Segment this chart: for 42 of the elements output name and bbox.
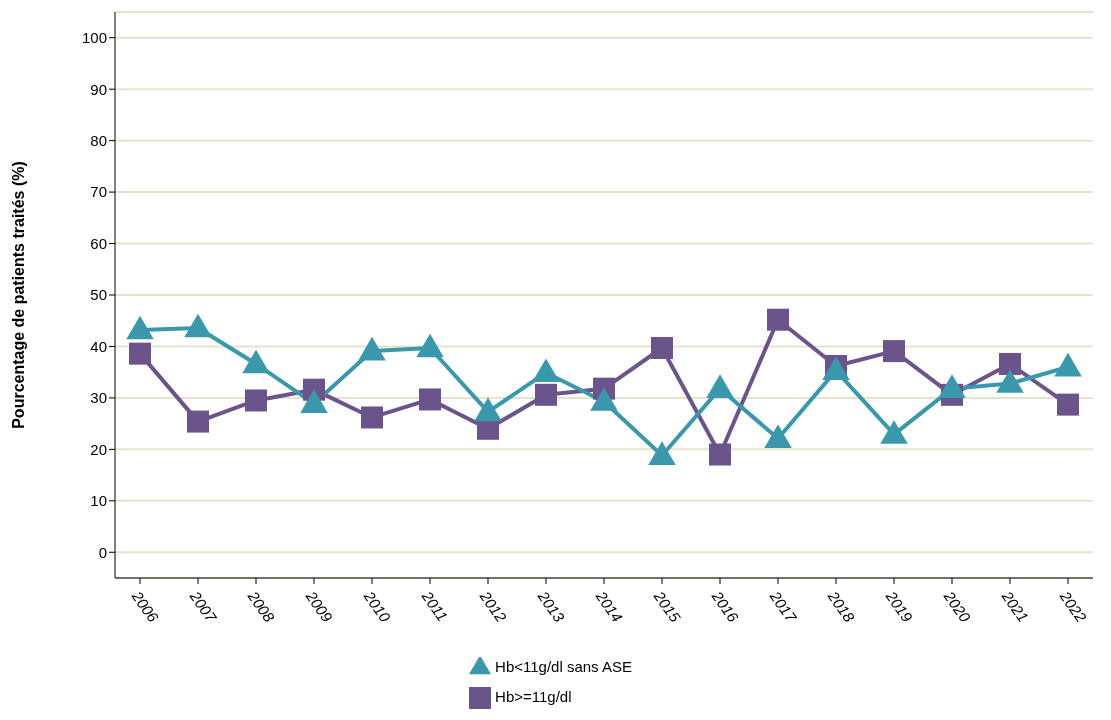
y-tick-label: 30 (90, 389, 107, 407)
y-tick-label: 20 (90, 440, 107, 458)
point (535, 383, 557, 406)
y-tick-label: 40 (90, 337, 107, 355)
y-tick-label: 100 (81, 29, 107, 47)
legend-label: Hb<11g/dl sans ASE (495, 658, 632, 675)
point (767, 308, 789, 331)
point (883, 340, 905, 363)
point (706, 374, 734, 398)
legend-label: Hb>=11g/dl (495, 688, 572, 705)
point (648, 441, 676, 465)
y-tick-label: 90 (90, 80, 107, 98)
point (300, 389, 328, 413)
point (358, 336, 386, 361)
point (245, 389, 267, 412)
point (996, 369, 1024, 393)
point (416, 333, 444, 358)
point (126, 315, 154, 340)
point (184, 313, 212, 338)
point (1054, 352, 1082, 377)
point (242, 349, 270, 374)
y-axis-title: Pourcentage de patients traités (%) (9, 161, 27, 429)
y-tick-label: 10 (90, 492, 107, 510)
point (709, 443, 731, 466)
point (938, 374, 966, 398)
y-tick-label: 70 (90, 183, 107, 201)
point (590, 387, 618, 411)
point (651, 337, 673, 359)
point (880, 420, 908, 444)
y-tick-label: 80 (90, 131, 107, 149)
point (764, 424, 792, 448)
point (474, 397, 502, 422)
point (129, 342, 151, 365)
point (1057, 393, 1079, 416)
point (187, 410, 209, 433)
point (532, 358, 560, 383)
point (361, 406, 383, 429)
y-tick-label: 0 (98, 543, 107, 561)
point (999, 352, 1021, 375)
y-tick-label: 60 (90, 234, 107, 252)
y-tick-label: 50 (90, 286, 107, 304)
point (419, 388, 441, 411)
